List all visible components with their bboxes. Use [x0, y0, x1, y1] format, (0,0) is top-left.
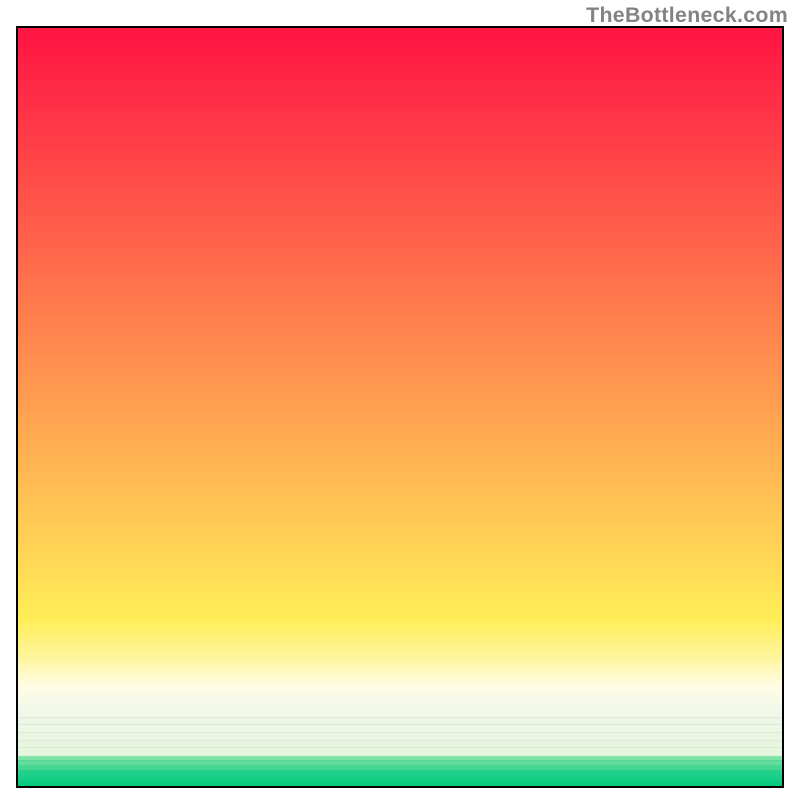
gradient-background [18, 28, 782, 786]
curve-layer [18, 786, 782, 788]
plot-area [16, 26, 784, 788]
attribution-watermark: TheBottleneck.com [586, 3, 788, 28]
chart-container: TheBottleneck.com [0, 0, 800, 800]
